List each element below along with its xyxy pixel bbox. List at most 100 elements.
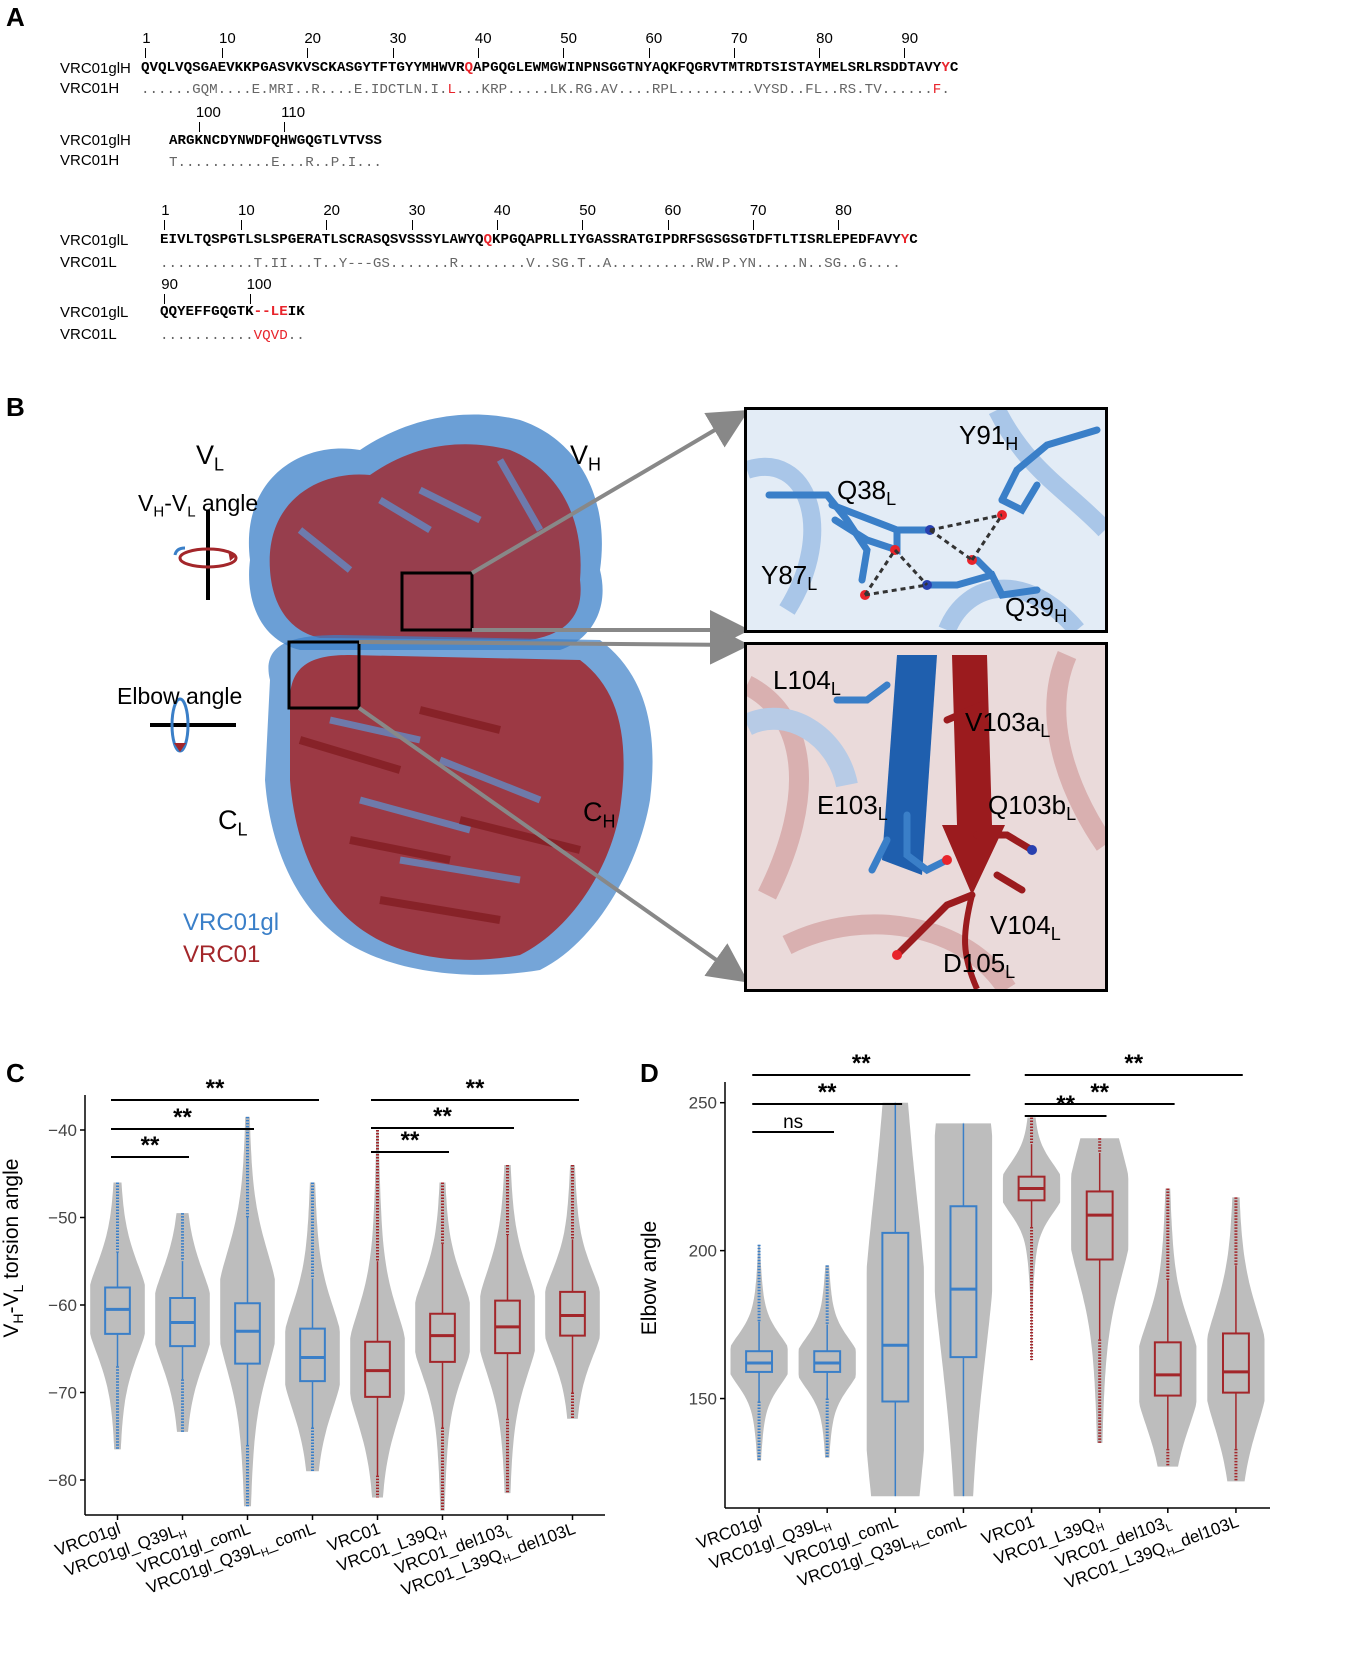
violin-VRC01_L39QH_del103L [1207, 1197, 1265, 1482]
residue-number-tick: 50 [560, 30, 577, 47]
arrow-to-zoom-top-1 [470, 409, 749, 575]
residue-number-tick: 100 [246, 276, 272, 293]
y-tick-label: 250 [689, 1094, 717, 1113]
ch-domain-label: CH [583, 797, 616, 832]
significance-label: ** [852, 1050, 871, 1077]
residue-number-tick: 80 [816, 30, 833, 47]
residue-tick-mark [326, 220, 328, 230]
residue-tick-mark [164, 294, 166, 304]
panel-d-letter: D [640, 1058, 659, 1088]
seq-name-vrc01h-2: VRC01H [60, 152, 120, 169]
significance-label: ** [173, 1104, 192, 1131]
seq-vrc01l: ...........T.II...T..Y---GS.......R.....… [160, 256, 901, 272]
residue-tick-mark [222, 48, 224, 58]
seq-vrc01gll: EIVLTQSPGTLSLSPGERATLSCRASQSVSSSYLAWYQQK… [160, 232, 918, 248]
residue-q103bl: Q103bL [988, 790, 1077, 825]
residue-number-tick: 50 [579, 202, 596, 219]
seq-vrc01h-2: T...........E...R..P.I... [169, 155, 382, 171]
significance-label: ns [783, 1112, 803, 1133]
interface-box-bottom [287, 640, 361, 710]
box-VRC01gl_Q39LH_comL [299, 1327, 326, 1383]
residue-tick-mark [648, 48, 650, 58]
residue-tick-mark [838, 220, 840, 230]
residue-v104l: V104L [990, 910, 1061, 945]
vl-domain-label: VL [196, 440, 225, 475]
residue-number-tick: 90 [901, 30, 919, 47]
residue-number-tick: 40 [474, 30, 492, 47]
residue-y87l: Y87L [761, 560, 818, 595]
residue-tick-mark [307, 48, 309, 58]
elbow-angle-violin-chart: 250200150VRC01glVRC01gl_Q39LHVRC01gl_com… [689, 1050, 1270, 1593]
significance-label: ** [401, 1127, 420, 1154]
residue-tick-mark [284, 122, 286, 132]
violin-VRC01gl [730, 1244, 788, 1461]
y-tick-label: 200 [689, 1242, 717, 1261]
y-tick-label: −50 [48, 1209, 77, 1228]
violin-VRC01gl [90, 1182, 145, 1450]
residue-tick-mark [411, 220, 413, 230]
box-VRC01_L39QH_del103L [559, 1290, 586, 1337]
panel-d-y-axis-label: Elbow angle [638, 1220, 661, 1336]
residue-number-tick: 90 [161, 276, 178, 293]
residue-tick-mark [241, 220, 243, 230]
elbow-angle-label: Elbow angle [117, 683, 243, 709]
residue-number-tick: 30 [389, 30, 407, 47]
seq-name-vrc01gll-2: VRC01glL [60, 304, 129, 321]
seq-vrc01glh: QVQLVQSGAEVKKPGASVKVSCKASGYTFTGYYMHWVRQA… [141, 60, 959, 76]
residue-tick-mark [819, 48, 821, 58]
box-VRC01_L39QH [1085, 1190, 1114, 1261]
violin-VRC01gl_Q39LH_comL [934, 1123, 993, 1497]
box-VRC01_L39QH_del103L [1221, 1332, 1250, 1394]
residue-number-tick: 80 [835, 202, 852, 219]
panel-c-y-axis-label: VH-VL torsion angle [0, 1158, 27, 1338]
residue-d105l: D105L [943, 948, 1016, 983]
arrow-to-zoom-bottom-1 [358, 624, 750, 665]
zoom-panel-light-chain-deletion: L104L V103aL E103L Q103bL V104L D105L [744, 642, 1108, 992]
residue-tick-mark [752, 220, 754, 230]
residue-y91h: Y91H [959, 420, 1019, 455]
seq-name-vrc01gll: VRC01glL [60, 232, 129, 249]
seq-vrc01glh-2: ARGKNCDYNWDFQHWGQGTLVTVSS [169, 133, 382, 149]
vh-vl-angle-label: VH-VL angle [138, 490, 259, 521]
residue-number-tick: 60 [645, 30, 663, 47]
box-VRC01gl_comL [234, 1302, 261, 1365]
residue-tick-mark [496, 220, 498, 230]
residue-number-tick: 110 [281, 104, 306, 121]
seq-name-vrc01l-2: VRC01L [60, 326, 117, 343]
residue-number-tick: 1 [142, 30, 151, 47]
residue-l104l: L104L [773, 665, 841, 700]
residue-number-tick: 100 [195, 104, 221, 121]
torsion-angle-violin-chart: −40−50−60−70−80VRC01glVRC01gl_Q39LHVRC01… [48, 1075, 605, 1600]
residue-number-tick: 70 [749, 202, 767, 219]
residue-tick-mark [667, 220, 669, 230]
residue-tick-mark [563, 48, 565, 58]
y-tick-label: −40 [48, 1121, 77, 1140]
residue-number-tick: 20 [304, 30, 322, 47]
arrow-to-zoom-bottom-2 [357, 706, 749, 983]
box-VRC01_L39QH [429, 1312, 456, 1363]
violin-VRC01gl_comL [866, 1102, 924, 1497]
y-tick-label: −60 [48, 1296, 77, 1315]
seq-name-vrc01l: VRC01L [60, 254, 117, 271]
antibody-fab-cartoon [248, 414, 653, 975]
box-VRC01gl_Q39LH_comL [949, 1205, 978, 1359]
seq-vrc01l-2: ...........VQVD.. [160, 328, 305, 344]
seq-name-vrc01glh: VRC01glH [60, 60, 131, 77]
violin-VRC01_del103L [480, 1165, 535, 1494]
structure-overview-figure [150, 409, 750, 983]
vh-domain-label: VH [570, 440, 602, 475]
interface-box-top [400, 571, 474, 632]
violin-VRC01gl_comL [220, 1116, 275, 1507]
violin-VRC01_L39QH [415, 1182, 470, 1511]
residue-number-tick: 10 [238, 202, 255, 219]
significance-label: ** [1090, 1079, 1109, 1106]
residue-v103al: V103aL [965, 707, 1051, 742]
seq-vrc01h: ......GQM....E.MRI..R....E.IDCTLN.I.L...… [141, 82, 950, 98]
violin-VRC01 [1002, 1117, 1061, 1361]
residue-q39h: Q39H [1005, 592, 1068, 627]
zoom-panel-heavy-light-interface: Y91H Q38L Y87L Q39H [744, 407, 1108, 633]
significance-label: ** [141, 1132, 160, 1159]
seq-name-vrc01glh-2: VRC01glH [60, 132, 131, 149]
residue-tick-mark [198, 122, 200, 132]
residue-tick-mark [164, 220, 166, 230]
